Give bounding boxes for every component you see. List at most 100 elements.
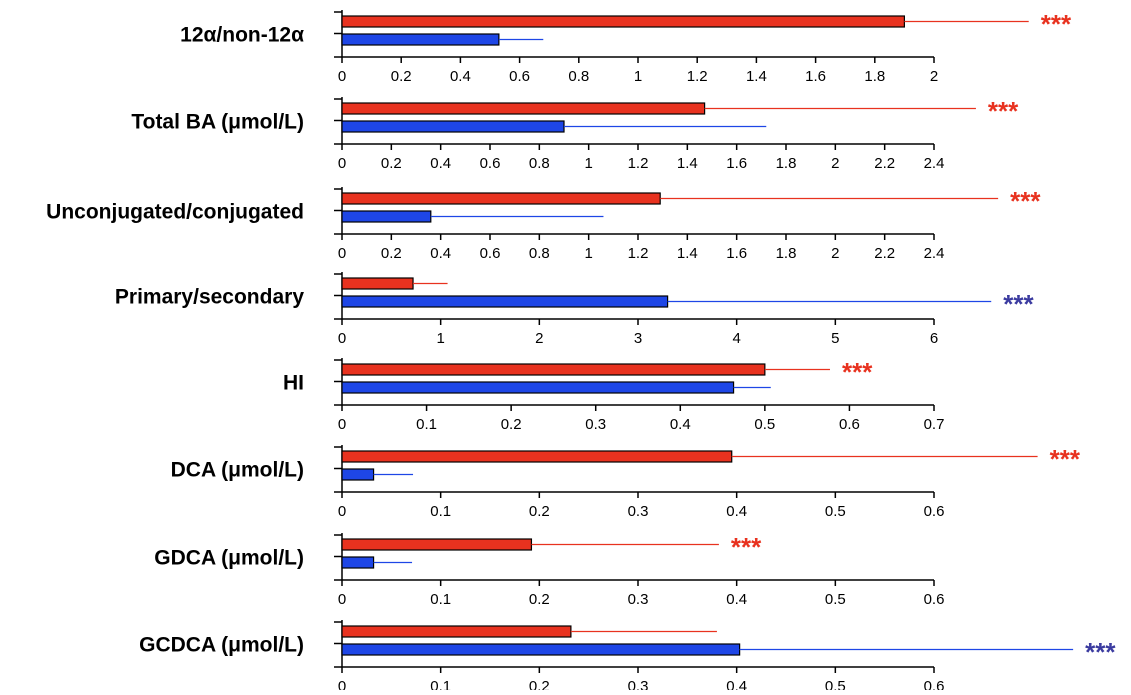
significance-stars: *** <box>988 96 1019 126</box>
x-tick-label: 0.5 <box>825 591 846 608</box>
significance-stars: *** <box>1010 186 1041 216</box>
x-tick-label: 0.6 <box>924 591 945 608</box>
x-tick-label: 1.6 <box>726 155 747 172</box>
bar-series-1 <box>342 364 765 375</box>
bar-series-2 <box>342 34 499 45</box>
x-tick-label: 1.6 <box>805 68 826 85</box>
x-tick-label: 0.6 <box>480 155 501 172</box>
x-tick-label: 0.4 <box>726 503 747 520</box>
x-tick-label: 1.6 <box>726 245 747 262</box>
x-tick-label: 1 <box>634 68 642 85</box>
x-tick-label: 0.3 <box>585 416 606 433</box>
x-tick-label: 0.3 <box>628 503 649 520</box>
x-tick-label: 0.5 <box>825 678 846 690</box>
x-tick-label: 0.2 <box>381 155 402 172</box>
panel-label: 12α/non-12α <box>180 24 304 47</box>
x-tick-label: 4 <box>732 330 740 347</box>
x-tick-label: 0.6 <box>480 245 501 262</box>
x-tick-label: 0 <box>338 503 346 520</box>
x-tick-label: 1 <box>584 155 592 172</box>
x-tick-label: 2.2 <box>874 245 895 262</box>
x-tick-label: 0 <box>338 416 346 433</box>
x-tick-label: 0.6 <box>924 678 945 690</box>
x-tick-label: 0 <box>338 155 346 172</box>
x-tick-label: 1.8 <box>776 155 797 172</box>
bar-series-2 <box>342 296 668 307</box>
x-tick-label: 0.2 <box>529 591 550 608</box>
x-tick-label: 2.4 <box>924 245 945 262</box>
bar-series-2 <box>342 644 740 655</box>
x-tick-label: 0.6 <box>509 68 530 85</box>
x-tick-label: 0.4 <box>430 245 451 262</box>
x-tick-label: 2.2 <box>874 155 895 172</box>
x-tick-label: 0.2 <box>391 68 412 85</box>
x-tick-label: 0 <box>338 68 346 85</box>
x-tick-label: 0.2 <box>381 245 402 262</box>
significance-stars: *** <box>1041 9 1072 39</box>
panel-label: DCA (μmol/L) <box>171 459 304 482</box>
x-tick-label: 0.1 <box>430 503 451 520</box>
x-tick-label: 2 <box>831 245 839 262</box>
significance-stars: *** <box>731 532 762 562</box>
x-tick-label: 6 <box>930 330 938 347</box>
x-tick-label: 5 <box>831 330 839 347</box>
x-tick-label: 1.4 <box>677 155 698 172</box>
x-tick-label: 0.4 <box>450 68 471 85</box>
x-tick-label: 1 <box>584 245 592 262</box>
x-tick-label: 0.3 <box>628 591 649 608</box>
bar-series-1 <box>342 626 571 637</box>
x-tick-label: 0.1 <box>430 591 451 608</box>
x-tick-label: 0.4 <box>726 678 747 690</box>
x-tick-label: 0.4 <box>726 591 747 608</box>
x-tick-label: 0.8 <box>568 68 589 85</box>
x-tick-label: 0.6 <box>839 416 860 433</box>
x-tick-label: 0.5 <box>825 503 846 520</box>
panel-label: Total BA (μmol/L) <box>131 111 304 134</box>
panel-label: Primary/secondary <box>115 286 304 309</box>
x-tick-label: 0.2 <box>529 503 550 520</box>
x-tick-label: 1.2 <box>687 68 708 85</box>
bar-series-2 <box>342 557 374 568</box>
x-tick-label: 0.7 <box>924 416 945 433</box>
x-tick-label: 0.1 <box>416 416 437 433</box>
significance-stars: *** <box>1003 289 1034 319</box>
x-tick-label: 0.2 <box>529 678 550 690</box>
bar-series-1 <box>342 16 904 27</box>
panel-label: GCDCA (μmol/L) <box>139 634 304 657</box>
x-tick-label: 0.4 <box>430 155 451 172</box>
x-tick-label: 0 <box>338 591 346 608</box>
x-tick-label: 3 <box>634 330 642 347</box>
significance-stars: *** <box>1050 444 1081 474</box>
bar-series-2 <box>342 382 734 393</box>
bar-series-1 <box>342 451 732 462</box>
bar-series-1 <box>342 103 705 114</box>
x-tick-label: 0 <box>338 330 346 347</box>
bar-series-2 <box>342 121 564 132</box>
significance-stars: *** <box>1085 637 1116 667</box>
x-tick-label: 1.4 <box>746 68 767 85</box>
x-tick-label: 0.3 <box>628 678 649 690</box>
x-tick-label: 1 <box>436 330 444 347</box>
x-tick-label: 1.4 <box>677 245 698 262</box>
bar-series-1 <box>342 539 531 550</box>
bar-series-2 <box>342 469 374 480</box>
x-tick-label: 2 <box>930 68 938 85</box>
bar-series-1 <box>342 278 413 289</box>
x-tick-label: 2 <box>535 330 543 347</box>
panel-label: Unconjugated/conjugated <box>46 201 304 224</box>
x-tick-label: 2.4 <box>924 155 945 172</box>
significance-stars: *** <box>842 357 873 387</box>
x-tick-label: 1.2 <box>628 155 649 172</box>
x-tick-label: 0 <box>338 245 346 262</box>
bar-series-2 <box>342 211 431 222</box>
x-tick-label: 0.6 <box>924 503 945 520</box>
x-tick-label: 0.8 <box>529 245 550 262</box>
x-tick-label: 1.8 <box>864 68 885 85</box>
x-tick-label: 0.8 <box>529 155 550 172</box>
x-tick-label: 0.2 <box>501 416 522 433</box>
panel-label: GDCA (μmol/L) <box>154 547 304 570</box>
x-tick-label: 0.1 <box>430 678 451 690</box>
x-tick-label: 0.4 <box>670 416 691 433</box>
x-tick-label: 2 <box>831 155 839 172</box>
